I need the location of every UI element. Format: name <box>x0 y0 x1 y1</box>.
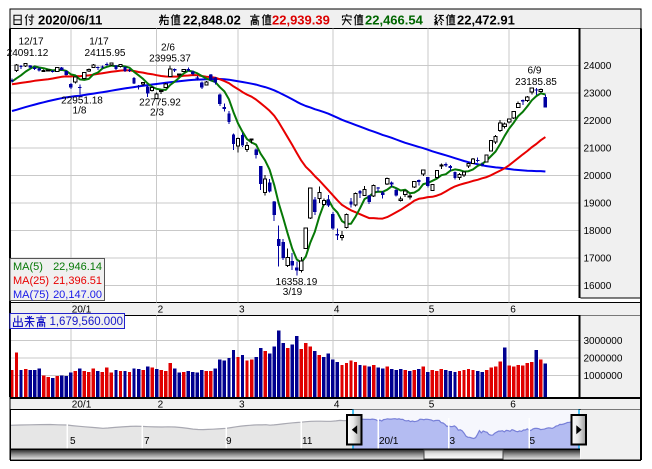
svg-text:11: 11 <box>302 436 313 447</box>
svg-text:23995.37: 23995.37 <box>149 54 191 65</box>
svg-text:22,472.91: 22,472.91 <box>457 13 515 28</box>
svg-text:19000: 19000 <box>584 199 612 210</box>
svg-text:6/9: 6/9 <box>528 66 542 77</box>
svg-text:1,679,560.000: 1,679,560.000 <box>49 316 123 328</box>
svg-text:2000000: 2000000 <box>584 353 623 364</box>
svg-text:18000: 18000 <box>584 226 612 237</box>
svg-text:20/1: 20/1 <box>72 400 92 411</box>
svg-text:20000: 20000 <box>584 171 612 182</box>
svg-text:20,147.00: 20,147.00 <box>53 289 102 301</box>
svg-text:5: 5 <box>429 400 435 411</box>
svg-text:23185.85: 23185.85 <box>515 77 557 88</box>
svg-text:23000: 23000 <box>584 89 612 100</box>
svg-text:MA(75): MA(75) <box>13 289 49 301</box>
svg-text:22775.92: 22775.92 <box>139 98 181 109</box>
svg-text:3: 3 <box>239 305 245 316</box>
svg-text:20/1: 20/1 <box>72 305 92 316</box>
svg-text:24091.12: 24091.12 <box>7 48 49 59</box>
svg-text:5: 5 <box>429 305 435 316</box>
svg-text:3: 3 <box>239 400 245 411</box>
svg-text:9: 9 <box>226 436 232 447</box>
svg-text:1/17: 1/17 <box>89 37 109 48</box>
svg-text:5: 5 <box>530 436 536 447</box>
svg-text:24000: 24000 <box>584 61 612 72</box>
svg-text:MA(25): MA(25) <box>13 275 49 287</box>
svg-text:3000000: 3000000 <box>584 336 623 347</box>
svg-text:2: 2 <box>158 305 164 316</box>
svg-text:12/17: 12/17 <box>18 37 43 48</box>
svg-text:16000: 16000 <box>584 281 612 292</box>
svg-text:7: 7 <box>144 436 150 447</box>
svg-text:4: 4 <box>334 400 340 411</box>
svg-text:22000: 22000 <box>584 116 612 127</box>
svg-text:3: 3 <box>450 436 456 447</box>
svg-text:21,396.51: 21,396.51 <box>53 275 102 287</box>
svg-text:5: 5 <box>70 436 76 447</box>
svg-text:1000000: 1000000 <box>584 371 623 382</box>
svg-text:2/6: 2/6 <box>161 43 175 54</box>
svg-text:2020/06/11: 2020/06/11 <box>38 13 102 28</box>
svg-text:6: 6 <box>510 400 516 411</box>
svg-text:21000: 21000 <box>584 144 612 155</box>
svg-text:16358.19: 16358.19 <box>276 277 318 288</box>
svg-text:22,946.14: 22,946.14 <box>53 261 102 273</box>
svg-text:1/8: 1/8 <box>73 106 87 117</box>
svg-text:22,939.39: 22,939.39 <box>272 13 330 28</box>
svg-text:2/3: 2/3 <box>150 108 164 119</box>
svg-text:6: 6 <box>510 305 516 316</box>
svg-text:2: 2 <box>158 400 164 411</box>
svg-text:MA(5): MA(5) <box>13 261 43 273</box>
svg-text:24115.95: 24115.95 <box>85 48 126 59</box>
svg-text:3/19: 3/19 <box>283 287 303 298</box>
svg-text:20/1: 20/1 <box>379 436 399 447</box>
svg-text:17000: 17000 <box>584 254 612 265</box>
svg-text:22951.18: 22951.18 <box>61 96 103 107</box>
svg-text:22,848.02: 22,848.02 <box>183 13 241 28</box>
svg-text:22,466.54: 22,466.54 <box>365 13 424 28</box>
svg-text:4: 4 <box>334 305 340 316</box>
